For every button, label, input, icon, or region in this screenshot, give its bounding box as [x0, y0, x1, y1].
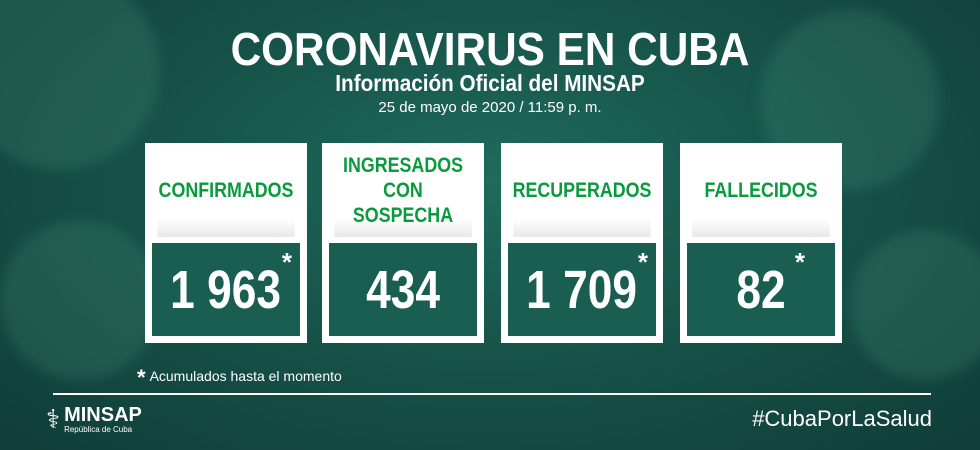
card-ingresados: INGRESADOS CON SOSPECHA 434 [322, 143, 484, 343]
footnote: * Acumulados hasta el momento [137, 365, 342, 391]
card-label: FALLECIDOS [692, 143, 830, 237]
divider [53, 393, 931, 395]
card-recuperados: RECUPERADOS 1 709 * [501, 143, 663, 343]
asterisk: * [137, 365, 146, 390]
date: 25 de mayo de 2020 / 11:59 p. m. [378, 99, 602, 116]
card-value: 82 [736, 259, 786, 320]
card-label: RECUPERADOS [513, 143, 651, 237]
subtitle: Información Oficial del MINSAP [335, 70, 645, 96]
card-confirmados: CONFIRMADOS 1 963 * [145, 143, 307, 343]
virus-decoration [850, 230, 980, 380]
card-label: INGRESADOS CON SOSPECHA [334, 143, 472, 237]
logo-name: MINSAP [64, 404, 142, 426]
page-title: CORONAVIRUS EN CUBA [230, 23, 750, 75]
asterisk: * [637, 247, 648, 277]
card-value: 1 963 [170, 259, 282, 320]
card-fallecidos: FALLECIDOS 82 * [680, 143, 842, 343]
card-label: CONFIRMADOS [157, 143, 295, 237]
minsap-logo: ⚕ MINSAP República de Cuba [46, 404, 142, 435]
virus-decoration [0, 220, 160, 380]
hashtag: #CubaPorLaSalud [752, 406, 932, 431]
card-value: 1 709 [526, 259, 638, 320]
logo-sub: República de Cuba [64, 425, 133, 434]
asterisk: * [794, 247, 805, 277]
footnote-text: Acumulados hasta el momento [149, 368, 342, 384]
asterisk: * [281, 247, 292, 277]
card-value: 434 [366, 259, 440, 320]
caduceus-emblem-icon: ⚕ [46, 404, 61, 434]
